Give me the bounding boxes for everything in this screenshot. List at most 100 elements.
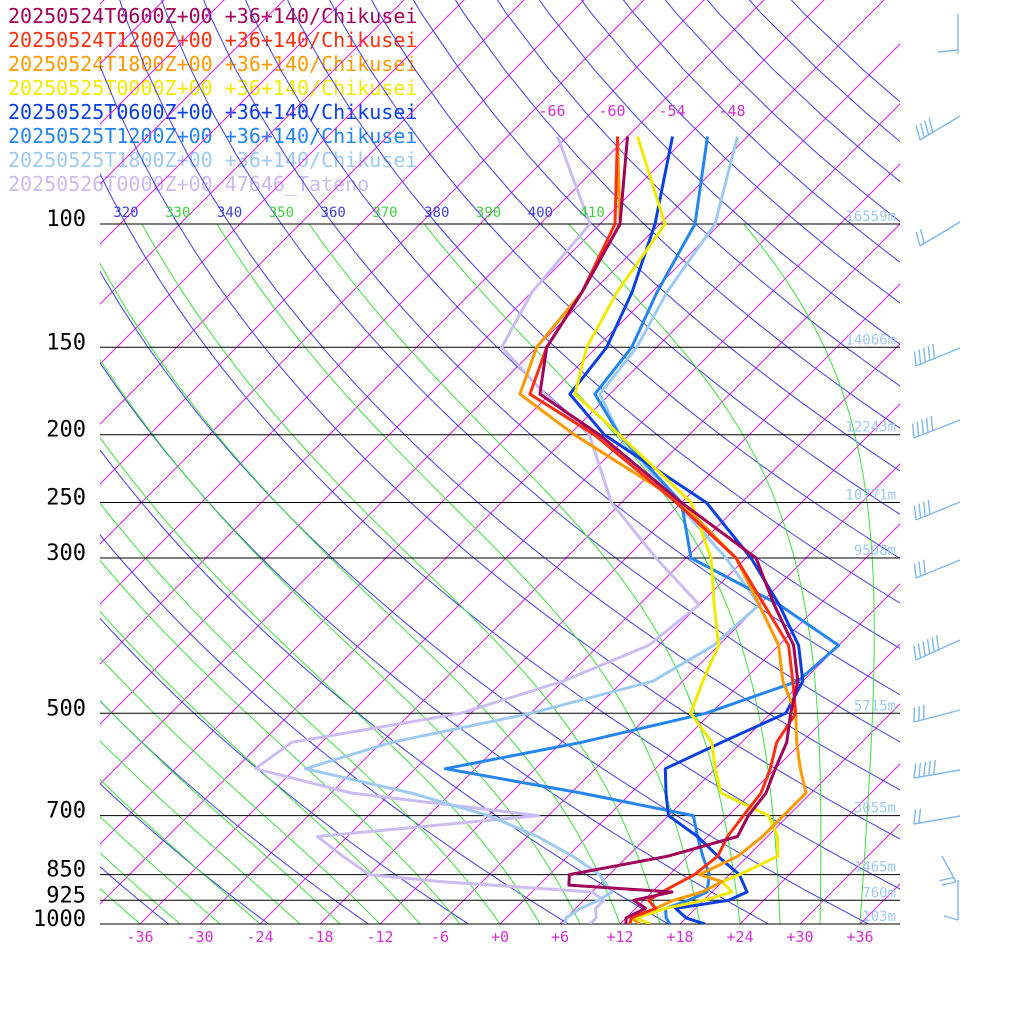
legend-entry: 20250525T0000Z+00 +36+140/Chikusei [8,76,418,100]
theta-tick-label: 400 [528,205,553,221]
dry-adiabat-line [329,0,900,559]
temperature-profile-line [253,135,701,924]
legend-entry: 20250525T0600Z+00 +36+140/Chikusei [8,100,418,124]
theta-tick-label: 390 [476,205,501,221]
isotherm-line [859,883,900,924]
wind-barb [915,221,961,247]
height-tick-label: 103m [862,909,896,925]
moist-adiabat-line [100,610,421,924]
pressure-tick-label: 850 [46,858,86,883]
isotherm-line [100,0,225,125]
temperature-profile-line [443,136,841,924]
height-tick-label: 3055m [854,801,896,817]
temperature-tick-label: +6 [551,928,569,946]
isotherm-line [920,0,1024,924]
dry-adiabat-line [100,449,669,924]
isotherm-line [980,0,1024,924]
theta-tick-label: 330 [165,205,190,221]
temperature-profile-line [538,136,800,924]
isotherm-line [439,463,900,924]
moist-adiabat-line [423,223,781,924]
moist-adiabat-grid [100,223,900,924]
wind-barb [911,416,961,439]
isotherm-line [100,0,885,785]
theta-tick-label: 360 [321,205,346,221]
wind-barb [913,559,961,579]
moist-adiabat-line [100,699,341,924]
temperature-tick-label: -6 [431,928,449,946]
chart-legend: 20250524T0600Z+00 +36+140/Chikusei 202505… [8,4,417,196]
pressure-tick-label: 200 [46,418,86,443]
isotherm-line [0,0,99,924]
isotherm-line [679,703,900,924]
wind-barb [943,880,959,921]
legend-entry: 20250524T1200Z+00 +36+140/Chikusei [8,28,418,52]
isotherm-line [799,823,900,924]
temperature-tick-label: -24 [246,928,273,946]
wind-barb [915,115,961,141]
temperature-tick-label: -30 [186,928,213,946]
temperature-tick-label-upper: -66 [538,102,565,120]
pressure-tick-label: 150 [46,330,86,355]
wind-barb [913,343,961,367]
isotherm-line [100,0,345,245]
isotherm-line [100,103,900,905]
height-tick-label: 760m [862,885,896,901]
wind-barb [937,49,959,53]
moist-adiabat-line [100,740,301,924]
isotherm-line [619,643,900,924]
temperature-tick-label-upper: -48 [718,102,745,120]
pressure-tick-label: 1000 [33,907,86,932]
moist-adiabat-line [100,502,501,924]
theta-tick-label: 320 [113,205,138,221]
pressure-tick-label: 500 [46,696,86,721]
temperature-tick-label: -36 [126,928,153,946]
wind-barb [913,704,961,723]
isotherm-line [100,43,900,845]
temperature-tick-label: +36 [846,928,873,946]
isotherm-line [0,0,39,924]
pressure-tick-label: 700 [46,799,86,824]
moist-adiabat-line [100,436,541,924]
temperature-tick-label-upper: -60 [598,102,625,120]
legend-entry: 20250524T0600Z+00 +36+140/Chikusei [8,4,418,28]
wind-barbs [911,14,961,921]
height-tick-label: 10771m [845,488,896,504]
temperature-profile-line [303,136,761,924]
isotherm-line [379,403,900,924]
height-tick-label: 12243m [845,420,896,436]
wind-barb [913,635,961,661]
isotherm-line [100,0,525,425]
isotherm-line [100,0,465,365]
dry-adiabat-line [0,0,69,924]
isobar-grid [100,223,900,925]
temperature-tick-label-upper: -54 [658,102,685,120]
isotherm-line [100,0,105,5]
temperature-tick-label: -18 [306,928,333,946]
moist-adiabat-line [100,358,581,924]
dry-adiabat-line [100,172,900,890]
moist-adiabat-line [100,852,181,924]
dry-adiabat-line [790,0,900,103]
temperature-profile-line [573,136,780,924]
temperature-tick-label: +18 [666,928,693,946]
height-tick-label: 14066m [845,332,896,348]
isotherm-line [100,0,645,545]
height-tick-label: 5715m [854,698,896,714]
isotherm-line [100,0,285,185]
pressure-tick-label: 250 [46,486,86,511]
isotherm-grid [0,0,1024,924]
isotherm-line [499,523,900,924]
theta-tick-label: 350 [269,205,294,221]
temperature-tick-label: +24 [726,928,753,946]
dry-adiabat-line [100,866,169,924]
dry-adiabat-line [100,617,469,924]
moist-adiabat-line [216,223,701,924]
moist-adiabat-line [100,656,381,924]
dry-adiabat-line [100,700,369,924]
legend-entry: 20250525T1800Z+00 +36+140/Chikusei [8,148,418,172]
legend-entry: 20250524T1800Z+00 +36+140/Chikusei [8,52,418,76]
dry-adiabat-line [454,0,900,429]
